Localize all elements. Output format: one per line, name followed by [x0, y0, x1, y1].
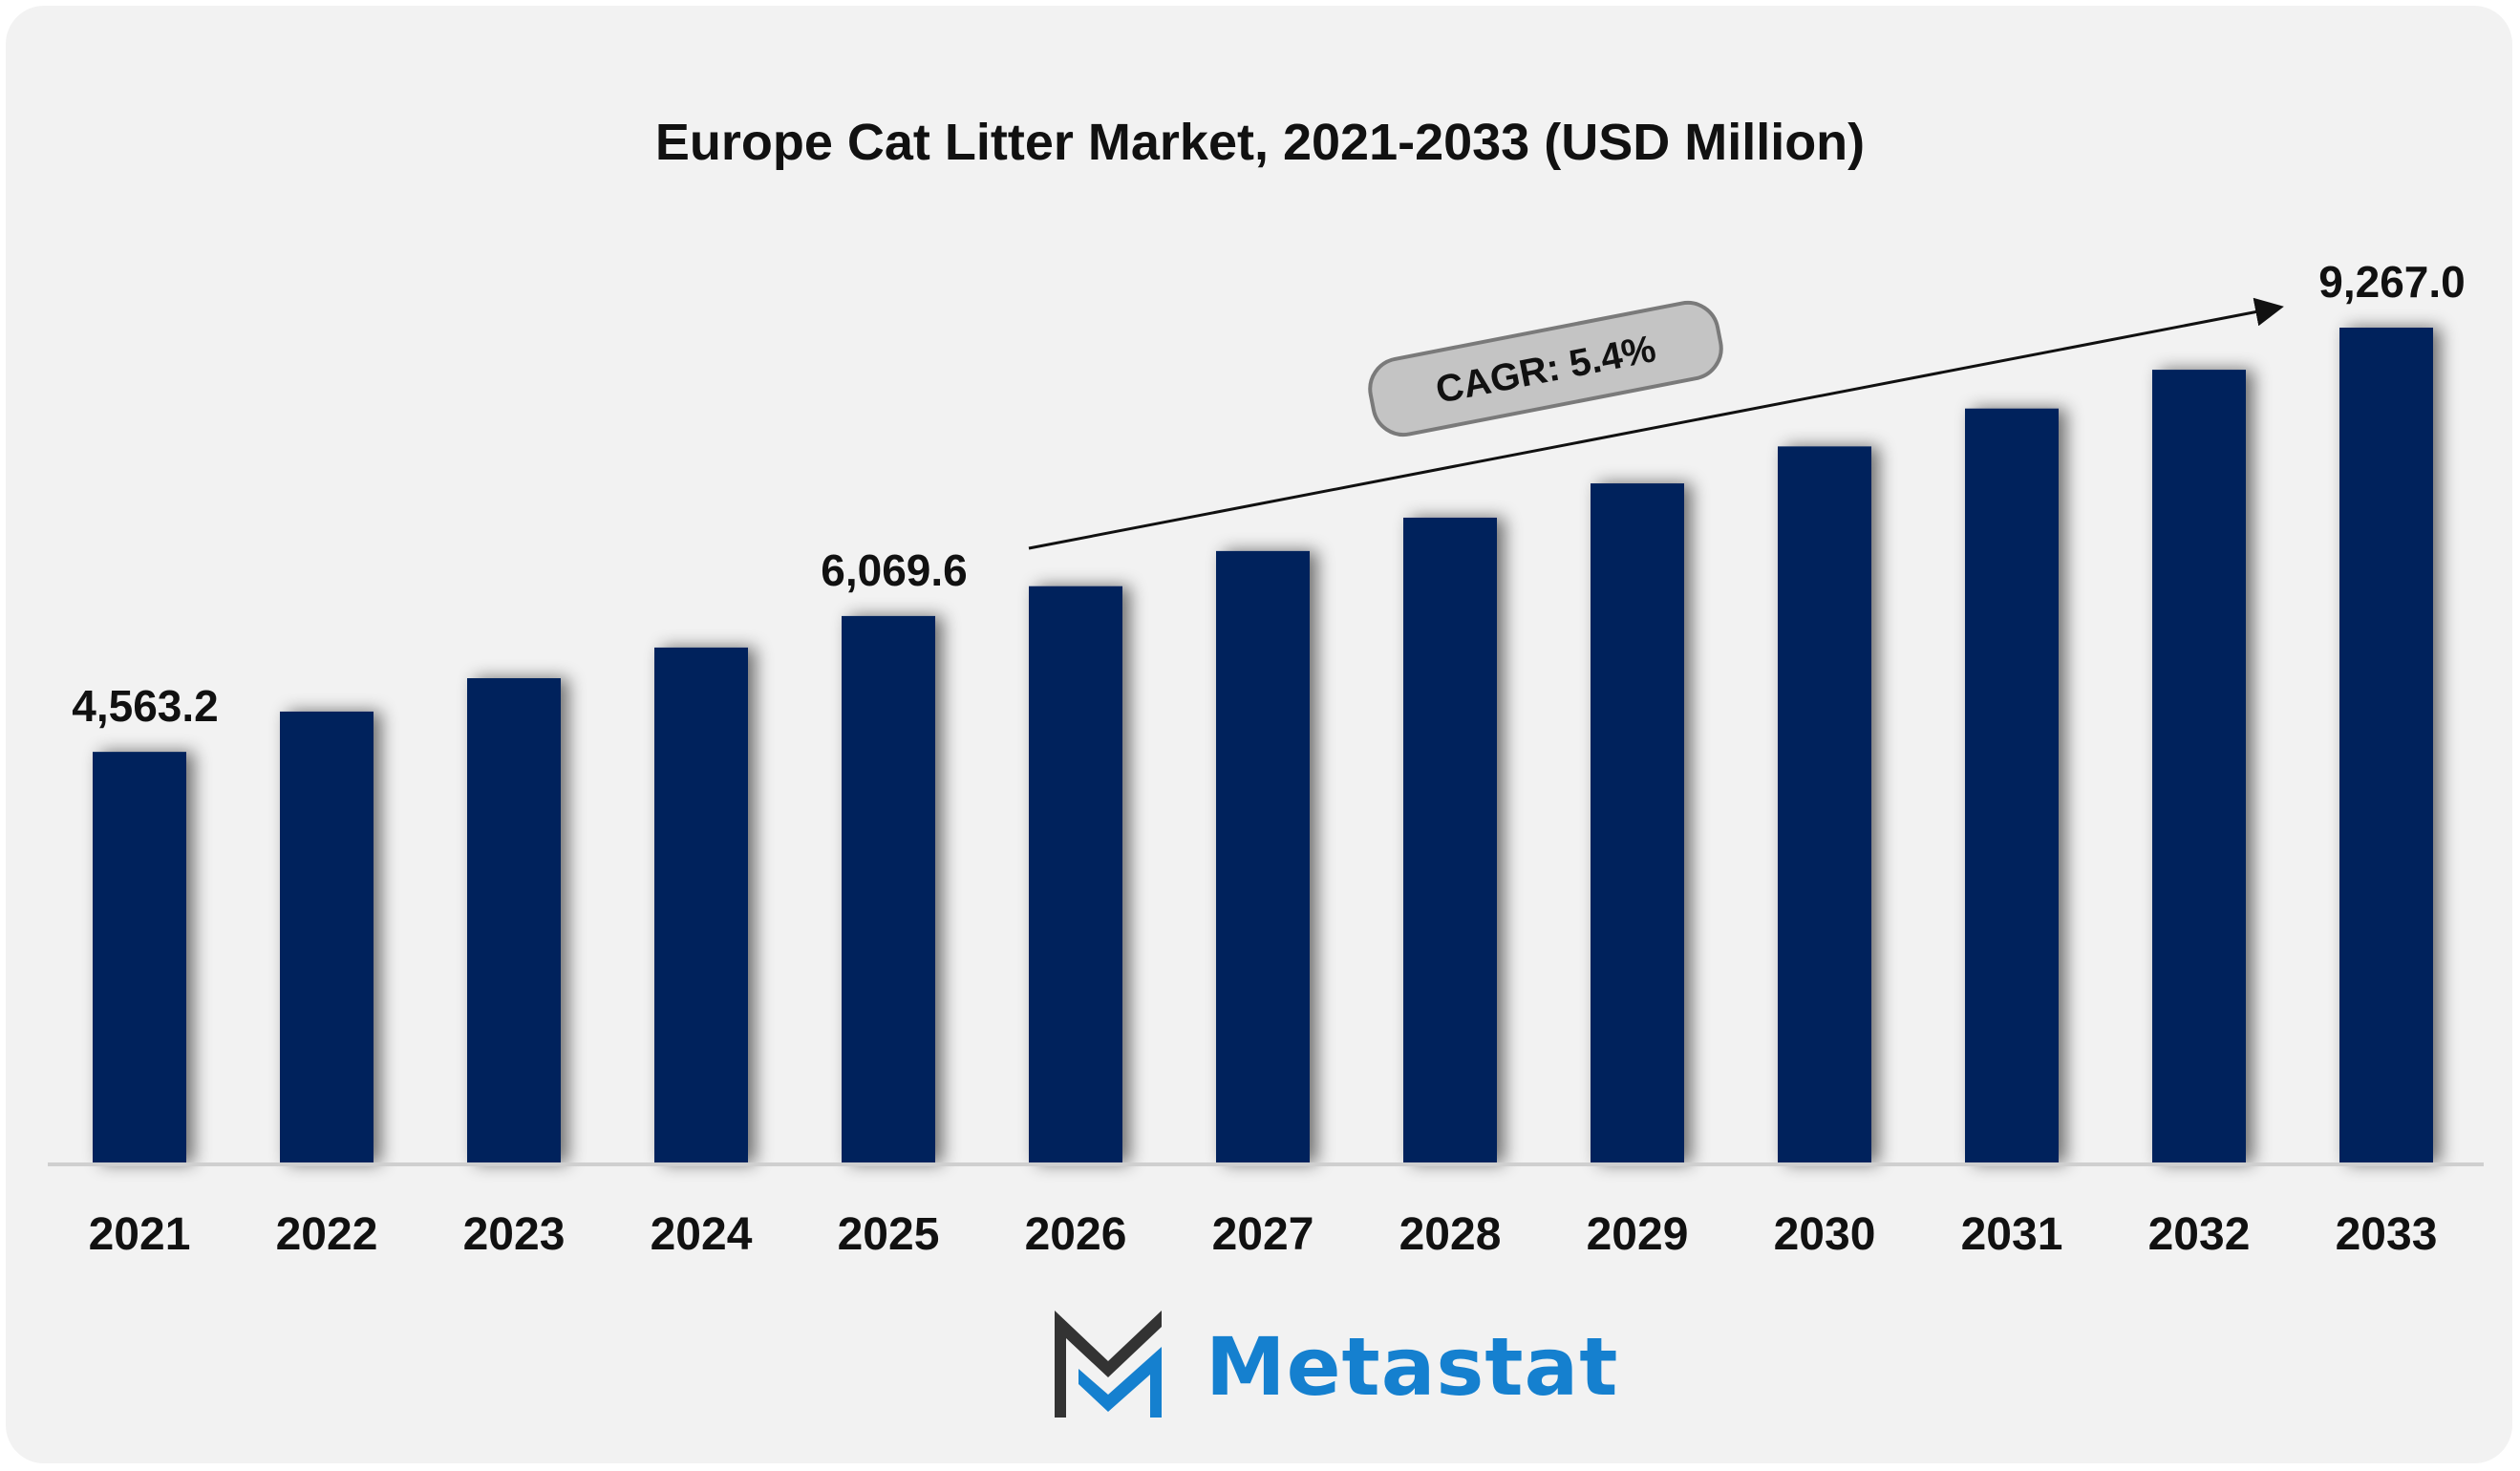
bar-2022 — [280, 711, 374, 1163]
cagr-badge: CAGR: 5.4% — [1368, 300, 1723, 437]
bar-2021 — [93, 752, 186, 1163]
data-label-2033: 9,267.0 — [2318, 257, 2465, 307]
metastat-logo — [1055, 1311, 1162, 1418]
bar-2023 — [467, 678, 561, 1163]
data-label-2021: 4,563.2 — [72, 681, 218, 731]
x-tick-label: 2024 — [651, 1209, 753, 1260]
bar-2030 — [1778, 446, 1871, 1163]
bar-2031 — [1965, 408, 2059, 1164]
bar-2027 — [1216, 550, 1310, 1163]
bar-2033 — [2339, 328, 2433, 1163]
x-tick-label: 2022 — [276, 1209, 378, 1260]
x-tick-label: 2021 — [89, 1209, 191, 1260]
x-tick-label: 2027 — [1212, 1209, 1314, 1260]
logo-mark-dark — [1055, 1311, 1162, 1418]
bar-2029 — [1591, 483, 1684, 1163]
bar-2025 — [842, 615, 935, 1163]
data-label-2025: 6,069.6 — [821, 545, 967, 595]
chart-title: Europe Cat Litter Market, 2021-2033 (USD… — [654, 114, 1866, 171]
x-tick-label: 2030 — [1774, 1209, 1876, 1260]
x-tick-label: 2023 — [463, 1209, 566, 1260]
bar-2032 — [2152, 370, 2246, 1164]
logo-text: Metastat — [1206, 1320, 1619, 1414]
x-tick-label: 2033 — [2336, 1209, 2438, 1260]
x-tick-label: 2025 — [838, 1209, 940, 1260]
bar-2024 — [654, 647, 748, 1163]
x-tick-label: 2026 — [1025, 1209, 1127, 1260]
x-tick-label: 2028 — [1399, 1209, 1502, 1260]
x-tick-label: 2029 — [1587, 1209, 1689, 1260]
logo-mark-blue — [1078, 1347, 1162, 1418]
x-tick-label: 2032 — [2148, 1209, 2251, 1260]
bar-2026 — [1029, 586, 1122, 1163]
bar-2028 — [1403, 517, 1497, 1163]
cagr-arrow — [1028, 297, 2284, 550]
x-tick-label: 2031 — [1961, 1209, 2063, 1260]
